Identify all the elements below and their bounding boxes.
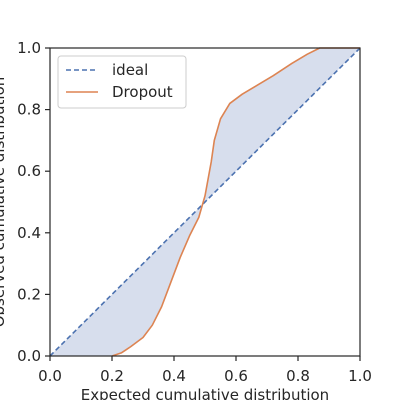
x-tick-label: 0.4 [162,367,186,385]
legend-label-ideal: ideal [112,61,148,79]
series-line-ideal [49,47,361,357]
plot-frame [49,47,361,357]
x-tick-label: 1.0 [348,367,372,385]
x-tick-label: 0.2 [100,367,124,385]
x-tick-label: 0.8 [286,367,310,385]
legend-box [57,55,187,109]
y-tick-label: 0.4 [17,224,41,242]
y-axis-label: Observed cumulative distribution [0,77,8,328]
y-tick-label: 0.2 [17,285,41,303]
series-layer [49,47,361,357]
y-axis-ticks: 0.0 0.2 0.4 0.6 0.8 1.0 [17,39,50,365]
x-axis-label: Expected cumulative distribution [81,386,329,400]
legend: ideal Dropout [57,55,187,109]
x-tick-label: 0.0 [38,367,62,385]
y-tick-label: 0.8 [17,101,41,119]
legend-label-dropout: Dropout [112,83,173,101]
x-axis-ticks: 0.0 0.2 0.4 0.6 0.8 1.0 [38,356,372,385]
y-tick-label: 0.6 [17,162,41,180]
x-tick-label: 0.6 [224,367,248,385]
y-tick-label: 0.0 [17,347,41,365]
series-line-dropout [111,47,360,357]
y-tick-label: 1.0 [17,39,41,57]
